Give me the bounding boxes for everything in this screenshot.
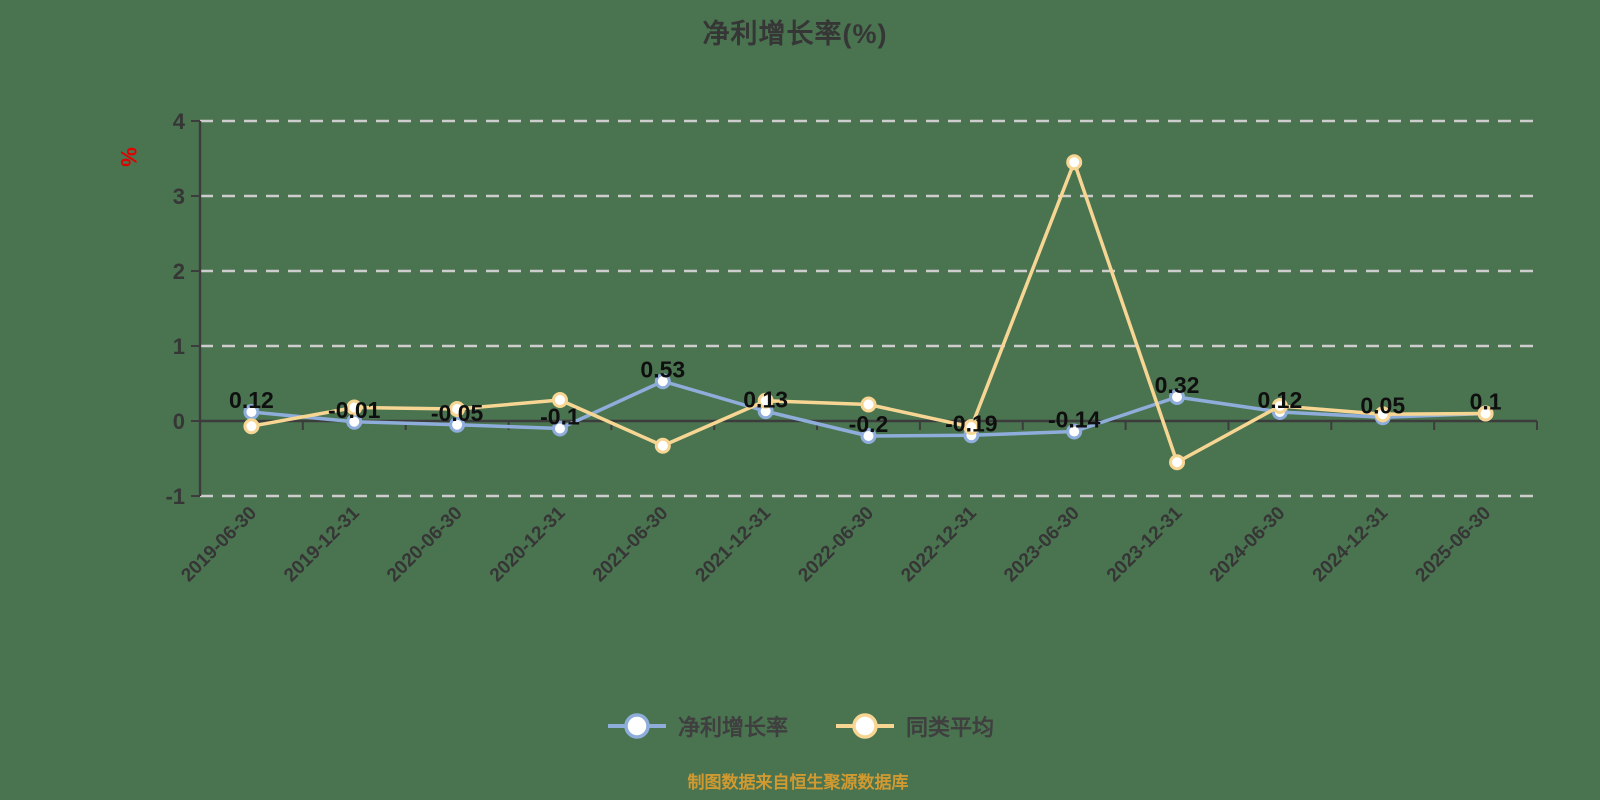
data-point-label: -0.2 xyxy=(849,411,889,437)
data-point-label: 0.32 xyxy=(1155,372,1200,398)
data-point-净利增长率 xyxy=(1169,389,1186,405)
x-axis-tick-label: 2019-06-30 xyxy=(177,503,261,587)
y-axis-tick-label: 2 xyxy=(173,259,185,284)
x-axis-tick-label: 2022-06-30 xyxy=(794,503,878,587)
data-point-同类平均 xyxy=(243,418,260,435)
data-point-同类平均 xyxy=(654,437,671,454)
data-point-净利增长率 xyxy=(1066,423,1083,440)
y-axis-unit-label: % xyxy=(115,147,141,167)
chart-title: 净利增长率(%) xyxy=(702,19,888,49)
y-axis-tick-label: 3 xyxy=(173,184,185,209)
data-point-同类平均 xyxy=(963,419,980,435)
x-axis-tick-label: 2024-12-31 xyxy=(1309,502,1393,586)
y-axis-tick-label: 0 xyxy=(173,409,185,434)
x-axis-tick-label: 2021-06-30 xyxy=(589,503,673,587)
legend-line-marker-icon xyxy=(836,713,894,739)
x-axis-tick-label: 2020-06-30 xyxy=(383,503,467,587)
data-point-净利增长率 xyxy=(449,416,466,433)
data-point-label: -0.05 xyxy=(431,400,484,426)
data-point-label: -0.1 xyxy=(540,404,580,430)
data-point-label: 0.53 xyxy=(640,356,685,382)
data-point-label: 0.12 xyxy=(1258,387,1303,413)
y-axis-tick-label: 1 xyxy=(173,334,185,359)
chart-legend: 净利增长率 同类平均 xyxy=(0,710,1600,742)
data-point-净利增长率 xyxy=(654,373,671,390)
data-point-同类平均 xyxy=(449,401,466,417)
legend-item-net-profit-growth[interactable]: 净利增长率 xyxy=(606,710,788,742)
data-point-净利增长率 xyxy=(551,420,568,437)
x-axis-tick-label: 2021-12-31 xyxy=(692,502,776,586)
data-point-同类平均 xyxy=(860,396,877,413)
x-axis-tick-label: 2025-06-30 xyxy=(1412,503,1496,587)
data-point-label: -0.14 xyxy=(1048,407,1101,433)
data-point-同类平均 xyxy=(1066,154,1083,171)
legend-line-marker-icon xyxy=(607,713,666,739)
data-point-label: 0.1 xyxy=(1470,389,1502,415)
data-point-label: -0.19 xyxy=(945,410,997,436)
legend-item-category-average[interactable]: 同类平均 xyxy=(834,710,994,742)
data-point-label: 0.13 xyxy=(743,386,788,412)
x-axis-tick-label: 2023-06-30 xyxy=(1000,503,1084,587)
data-point-同类平均 xyxy=(1374,406,1391,423)
x-axis-tick-label: 2019-12-31 xyxy=(280,502,364,586)
data-point-label: 0.05 xyxy=(1360,392,1405,418)
y-axis-tick-label: 4 xyxy=(173,109,186,134)
legend-item-label: 净利增长率 xyxy=(677,715,788,740)
y-axis-tick-label: -1 xyxy=(165,484,185,509)
x-axis-tick-label: 2024-06-30 xyxy=(1206,503,1290,587)
data-point-同类平均 xyxy=(1477,405,1494,422)
data-point-label: -0.01 xyxy=(328,397,381,423)
x-axis-tick-label: 2020-12-31 xyxy=(486,502,570,586)
data-point-净利增长率 xyxy=(860,428,877,444)
data-point-同类平均 xyxy=(1169,454,1186,471)
data-point-同类平均 xyxy=(757,392,774,409)
data-point-同类平均 xyxy=(346,399,363,416)
legend-item-label: 同类平均 xyxy=(906,715,995,740)
data-point-同类平均 xyxy=(551,392,568,408)
data-point-label: 0.12 xyxy=(229,387,274,413)
x-axis-tick-label: 2023-12-31 xyxy=(1103,502,1187,586)
data-source-caption: 制图数据来自恒生聚源数据库 xyxy=(687,773,909,792)
data-point-同类平均 xyxy=(1271,398,1288,414)
x-axis-tick-label: 2022-12-31 xyxy=(897,502,981,586)
